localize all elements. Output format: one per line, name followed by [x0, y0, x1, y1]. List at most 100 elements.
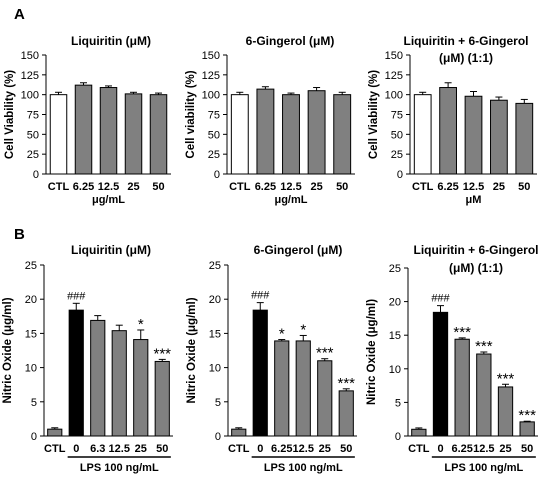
x-tick-label: 25: [493, 181, 505, 193]
x-tick-label: CTL: [408, 443, 430, 455]
x-tick-label: 25: [499, 443, 511, 455]
bar: [432, 311, 449, 437]
y-tick-label: 25: [27, 149, 39, 161]
y-tick-label: 100: [202, 90, 220, 102]
bar: [90, 319, 106, 437]
bar: [282, 94, 300, 175]
chart-title: Liquiritin + 6-Gingerol: [413, 243, 538, 257]
chart-title: Liquiritin (μM): [71, 34, 151, 48]
bar: [411, 428, 427, 437]
y-tick-label: 10: [25, 363, 37, 375]
x-tick-label: 6.3: [90, 443, 105, 455]
x-tick-label: 12.5: [293, 443, 314, 455]
significance-label: ###: [431, 293, 450, 305]
bar: [439, 87, 457, 175]
y-tick-label: 75: [27, 110, 39, 122]
chart-5: 6-Gingerol (μM) 0 5 10 15 20 25 Nitric Oxide (μ…: [186, 243, 357, 474]
x-tick-label: 6.25: [271, 443, 292, 455]
y-tick-label: 5: [31, 397, 37, 409]
y-tick-label: 125: [385, 70, 403, 82]
x-unit-label: μM: [466, 194, 482, 206]
significance-label: ***: [316, 345, 334, 362]
y-tick-label: 150: [202, 50, 220, 62]
x-tick-label: 12.5: [473, 443, 494, 455]
chart-4: Liquiritin (μM) 0 5 10 15 20 25 Nitric Oxide (μ…: [2, 243, 173, 474]
bar: [149, 94, 168, 175]
bar: [47, 428, 63, 437]
y-tick-label: 0: [397, 169, 403, 181]
y-tick-label: 0: [395, 431, 401, 443]
chart-title: Liquiritin (μM): [71, 243, 151, 257]
y-tick-label: 10: [389, 364, 401, 376]
y-tick-label: 20: [389, 297, 401, 309]
x-tick-label: 50: [340, 443, 352, 455]
x-tick-label: 12.5: [109, 443, 130, 455]
y-axis-label: Nitric Oxide (μg/ml): [366, 299, 378, 405]
chart-title: (μM) (1:1): [439, 51, 493, 65]
significance-label: *: [138, 316, 144, 333]
y-tick-label: 25: [391, 149, 403, 161]
bar: [99, 87, 118, 175]
y-tick-label: 5: [395, 397, 401, 409]
x-tick-label: 0: [257, 443, 263, 455]
y-tick-label: 75: [208, 110, 220, 122]
y-tick-label: 0: [214, 169, 220, 181]
chart-3: Liquiritin + 6-Gingerol (μM) (1:1) 0 25 50 75…: [368, 34, 537, 206]
y-tick-label: 125: [21, 70, 39, 82]
bar: [307, 90, 326, 175]
bar: [295, 340, 311, 437]
x-group-label: LPS 100 ng/mL: [80, 462, 159, 474]
bar: [464, 95, 483, 175]
y-tick-label: 10: [209, 363, 221, 375]
x-tick-label: 50: [152, 181, 164, 193]
x-tick-label: 6.25: [437, 181, 458, 193]
x-tick-label: 50: [521, 443, 533, 455]
y-axis-label: Nitric Oxide (μg/ml): [186, 297, 198, 403]
bar: [454, 338, 470, 437]
chart-title: Liquiritin + 6-Gingerol: [403, 34, 528, 48]
x-tick-label: 50: [518, 181, 530, 193]
y-axis-label: Cell Viability (%): [368, 70, 380, 159]
chart-2: 6-Gingerol (μM) 0 25 50 75 100 125 150 Cell viab…: [185, 34, 355, 206]
x-unit-label: μg/mL: [274, 194, 307, 206]
x-tick-label: 6.25: [255, 181, 276, 193]
bar: [230, 94, 249, 175]
bar: [256, 88, 275, 175]
significance-label: ###: [251, 290, 270, 302]
x-group-label: LPS 100 ng/mL: [264, 462, 343, 474]
x-tick-label: 25: [319, 443, 331, 455]
y-axis-label: Nitric Oxide (μg/ml): [2, 297, 14, 403]
bar: [133, 339, 149, 437]
x-tick-label: CTL: [228, 443, 250, 455]
chart-1: Liquiritin (μM) 0 25 50 75 100 125 150 Cell Viab…: [4, 34, 171, 206]
bar: [317, 360, 333, 437]
chart-title: 6-Gingerol (μM): [254, 243, 343, 257]
significance-label: ***: [453, 324, 471, 341]
x-tick-label: 12.5: [463, 181, 484, 193]
bar: [154, 360, 170, 437]
bar: [413, 94, 432, 175]
y-tick-label: 50: [208, 129, 220, 141]
bar: [124, 93, 143, 175]
bar: [515, 102, 534, 175]
significance-label: ***: [497, 370, 515, 387]
chart-6: Liquiritin + 6-Gingerol (μM) (1:1) 0 5 10 15 2…: [366, 243, 539, 474]
significance-label: ***: [518, 407, 536, 424]
significance-label: *: [300, 321, 306, 338]
x-unit-label: μg/mL: [92, 194, 125, 206]
significance-label: ***: [153, 345, 171, 362]
significance-label: ***: [475, 338, 493, 355]
x-tick-label: 25: [135, 443, 147, 455]
x-tick-label: 25: [127, 181, 139, 193]
y-tick-label: 25: [209, 260, 221, 272]
panel-letter-a: A: [14, 6, 25, 23]
y-tick-label: 20: [25, 294, 37, 306]
y-tick-label: 0: [215, 431, 221, 443]
bar: [49, 94, 68, 175]
significance-label: ***: [337, 375, 355, 392]
y-tick-label: 150: [21, 50, 39, 62]
y-tick-label: 50: [27, 129, 39, 141]
x-tick-label: CTL: [412, 181, 434, 193]
y-tick-label: 15: [25, 328, 37, 340]
